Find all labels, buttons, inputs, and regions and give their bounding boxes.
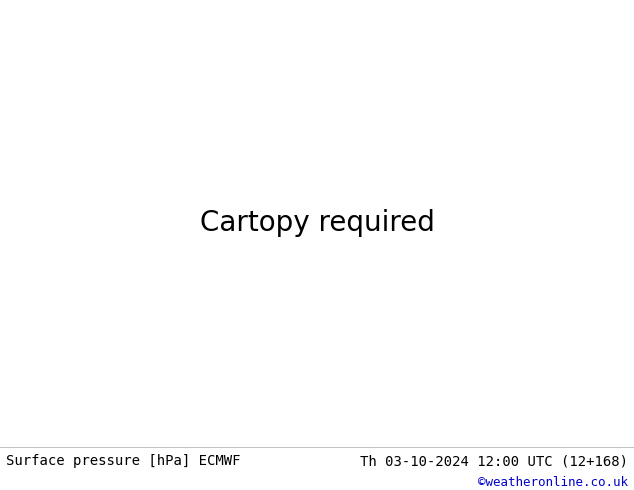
Text: Surface pressure [hPa] ECMWF: Surface pressure [hPa] ECMWF bbox=[6, 454, 241, 468]
Text: Cartopy required: Cartopy required bbox=[200, 209, 434, 237]
Text: ©weatheronline.co.uk: ©weatheronline.co.uk bbox=[477, 476, 628, 489]
Text: Th 03-10-2024 12:00 UTC (12+168): Th 03-10-2024 12:00 UTC (12+168) bbox=[359, 454, 628, 468]
